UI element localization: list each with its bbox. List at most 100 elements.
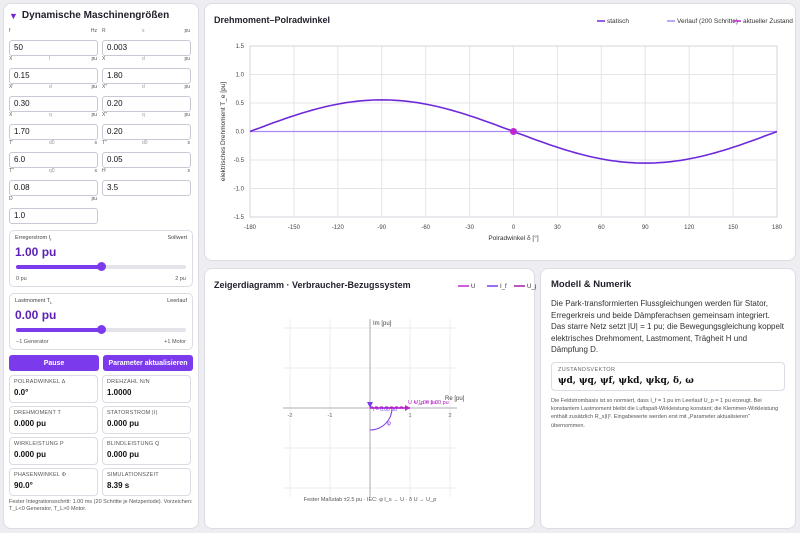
param-input[interactable] [102, 123, 191, 140]
param-input[interactable] [102, 151, 191, 168]
footnote: Fester Integrationsschritt: 1.00 ms (20 … [9, 499, 193, 513]
pause-button[interactable]: Pause [9, 355, 99, 371]
y-tick-label: 0.0 [236, 130, 245, 136]
torque-chart-card: Drehmoment–Polradwinkel -180 -150 -120 -90-… [204, 3, 796, 261]
x-tick-label: -120 [332, 225, 345, 231]
metric-card: Blindleistung Q 0.000 pu [102, 437, 191, 465]
metric-value: 0.000 pu [107, 419, 140, 428]
metric-card: Simulationszeit 8.39 s [102, 468, 191, 496]
param-field: X″ q pu [102, 112, 191, 140]
x-tick-label: -60 [421, 225, 430, 231]
param-input[interactable] [9, 123, 98, 140]
x-tick-label: 150 [728, 225, 739, 231]
panel-header[interactable]: ▼ Dynamische Maschinengrößen [9, 10, 193, 21]
x-tick-label: 30 [554, 225, 561, 231]
up-label: U_p = 1.00 pu [414, 400, 449, 406]
model-description: Die Park-transformierten Flussgleichunge… [551, 299, 784, 355]
y-tick-label: 0.5 [236, 101, 245, 107]
metric-value: 90.0° [14, 481, 33, 490]
param-input[interactable] [9, 179, 98, 196]
re-axis-label: Re [pu] [445, 396, 465, 402]
i-arrowhead [367, 402, 373, 408]
param-field: X′ d pu [9, 84, 98, 112]
load-slider-fill [16, 328, 101, 332]
x-tick-label: 0 [512, 225, 516, 231]
param-field: X″ d pu [102, 84, 191, 112]
metric-label: Statorstrom |I| [107, 410, 158, 416]
excitation-value: 1.00 pu [15, 245, 57, 260]
param-input[interactable] [102, 95, 191, 112]
im-axis-label: Im [pu] [373, 321, 392, 327]
metric-card: Phasenwinkel φ 90.0° [9, 468, 98, 496]
metric-value: 0.000 pu [14, 450, 47, 459]
x-tick-label: 120 [684, 225, 695, 231]
metrics-grid: Polradwinkel δ 0.0° Drehzahl n/N 1.0000 Dreh… [9, 375, 193, 496]
state-vector: ψd, ψq, ψf, ψkd, ψkq, δ, ω [558, 375, 694, 386]
i-label: I = 0.00 pu [373, 407, 397, 413]
collapse-triangle-icon[interactable]: ▼ [9, 10, 18, 21]
metric-card: Wirkleistung P 0.000 pu [9, 437, 98, 465]
metric-card: Statorstrom |I| 0.000 pu [102, 406, 191, 434]
load-min: −1 Generator [16, 339, 49, 345]
phasor-legend-label: U_p [527, 284, 536, 290]
param-input[interactable] [102, 67, 191, 84]
param-input[interactable] [102, 39, 191, 56]
param-label: X′ d pu [9, 84, 97, 90]
phasor-caption: Fester Maßstab ±2.5 pu · IEC: φ I_s → U … [304, 497, 437, 503]
metric-label: Blindleistung Q [107, 441, 160, 447]
update-parameters-button[interactable]: Parameter aktualisieren [103, 355, 193, 371]
param-input[interactable] [102, 179, 191, 196]
load-slider-box: Lastmoment TL Leerlauf 0.00 pu −1 Genera… [9, 293, 193, 350]
torque-chart: -180 -150 -120 -90 -60 -30 0 30 60 90 120 150 180 1.5… [220, 18, 793, 242]
metric-value: 8.39 s [107, 481, 130, 490]
excitation-slider[interactable] [16, 262, 186, 271]
x-tick-label: -180 [244, 225, 257, 231]
load-max: +1 Motor [164, 339, 186, 345]
metric-value: 0.0° [14, 388, 29, 397]
excitation-label: Erregerstrom If [15, 235, 52, 243]
model-note: Die Feldstrombasis ist so normiert, dass… [551, 397, 779, 429]
metric-value: 0.000 pu [14, 419, 47, 428]
load-slider-thumb[interactable] [97, 325, 106, 334]
metric-card: Polradwinkel δ 0.0° [9, 375, 98, 403]
metric-card: Drehzahl n/N 1.0000 [102, 375, 191, 403]
x-tick-label: 60 [598, 225, 605, 231]
x-axis-label: Polradwinkel δ [°] [488, 234, 538, 242]
phasor-diagram: Im [pu] Re [pu] -2 -1 1 2 φ I = 0.00 pu U = 1.00… [283, 284, 536, 503]
load-value: 0.00 pu [15, 308, 57, 323]
param-label: X″ d pu [102, 84, 190, 90]
model-title: Modell & Numerik [551, 279, 632, 290]
param-field: T′ d0 s [9, 140, 98, 168]
param-label: f Hz [9, 28, 97, 34]
param-input[interactable] [9, 95, 98, 112]
phasor-legend-label: U [471, 284, 475, 290]
param-field: T″ d0 s [102, 140, 191, 168]
phasor-card: Zeigerdiagramm · Verbraucher-Bezugssyste… [204, 268, 536, 529]
x-tick-label: -150 [288, 225, 301, 231]
y-axis-label: elektrisches Drehmoment T_e [pu] [220, 82, 227, 181]
param-input[interactable] [9, 67, 98, 84]
param-field: f Hz [9, 28, 98, 56]
phasor-tick-label: 1 [408, 413, 411, 419]
metric-value: 1.0000 [107, 388, 132, 397]
param-input[interactable] [9, 39, 98, 56]
x-tick-label: -30 [465, 225, 474, 231]
param-input[interactable] [9, 207, 98, 224]
metric-label: Drehmoment T [14, 410, 62, 416]
metric-label: Wirkleistung P [14, 441, 64, 447]
phi-label: φ [387, 421, 391, 427]
excitation-slider-thumb[interactable] [97, 262, 106, 271]
metric-card: Drehmoment T 0.000 pu [9, 406, 98, 434]
param-input[interactable] [9, 151, 98, 168]
metric-label: Polradwinkel δ [14, 379, 66, 385]
x-tick-label: -90 [377, 225, 386, 231]
load-slider[interactable] [16, 325, 186, 334]
u-label: U = 1.00 pu [408, 400, 437, 406]
